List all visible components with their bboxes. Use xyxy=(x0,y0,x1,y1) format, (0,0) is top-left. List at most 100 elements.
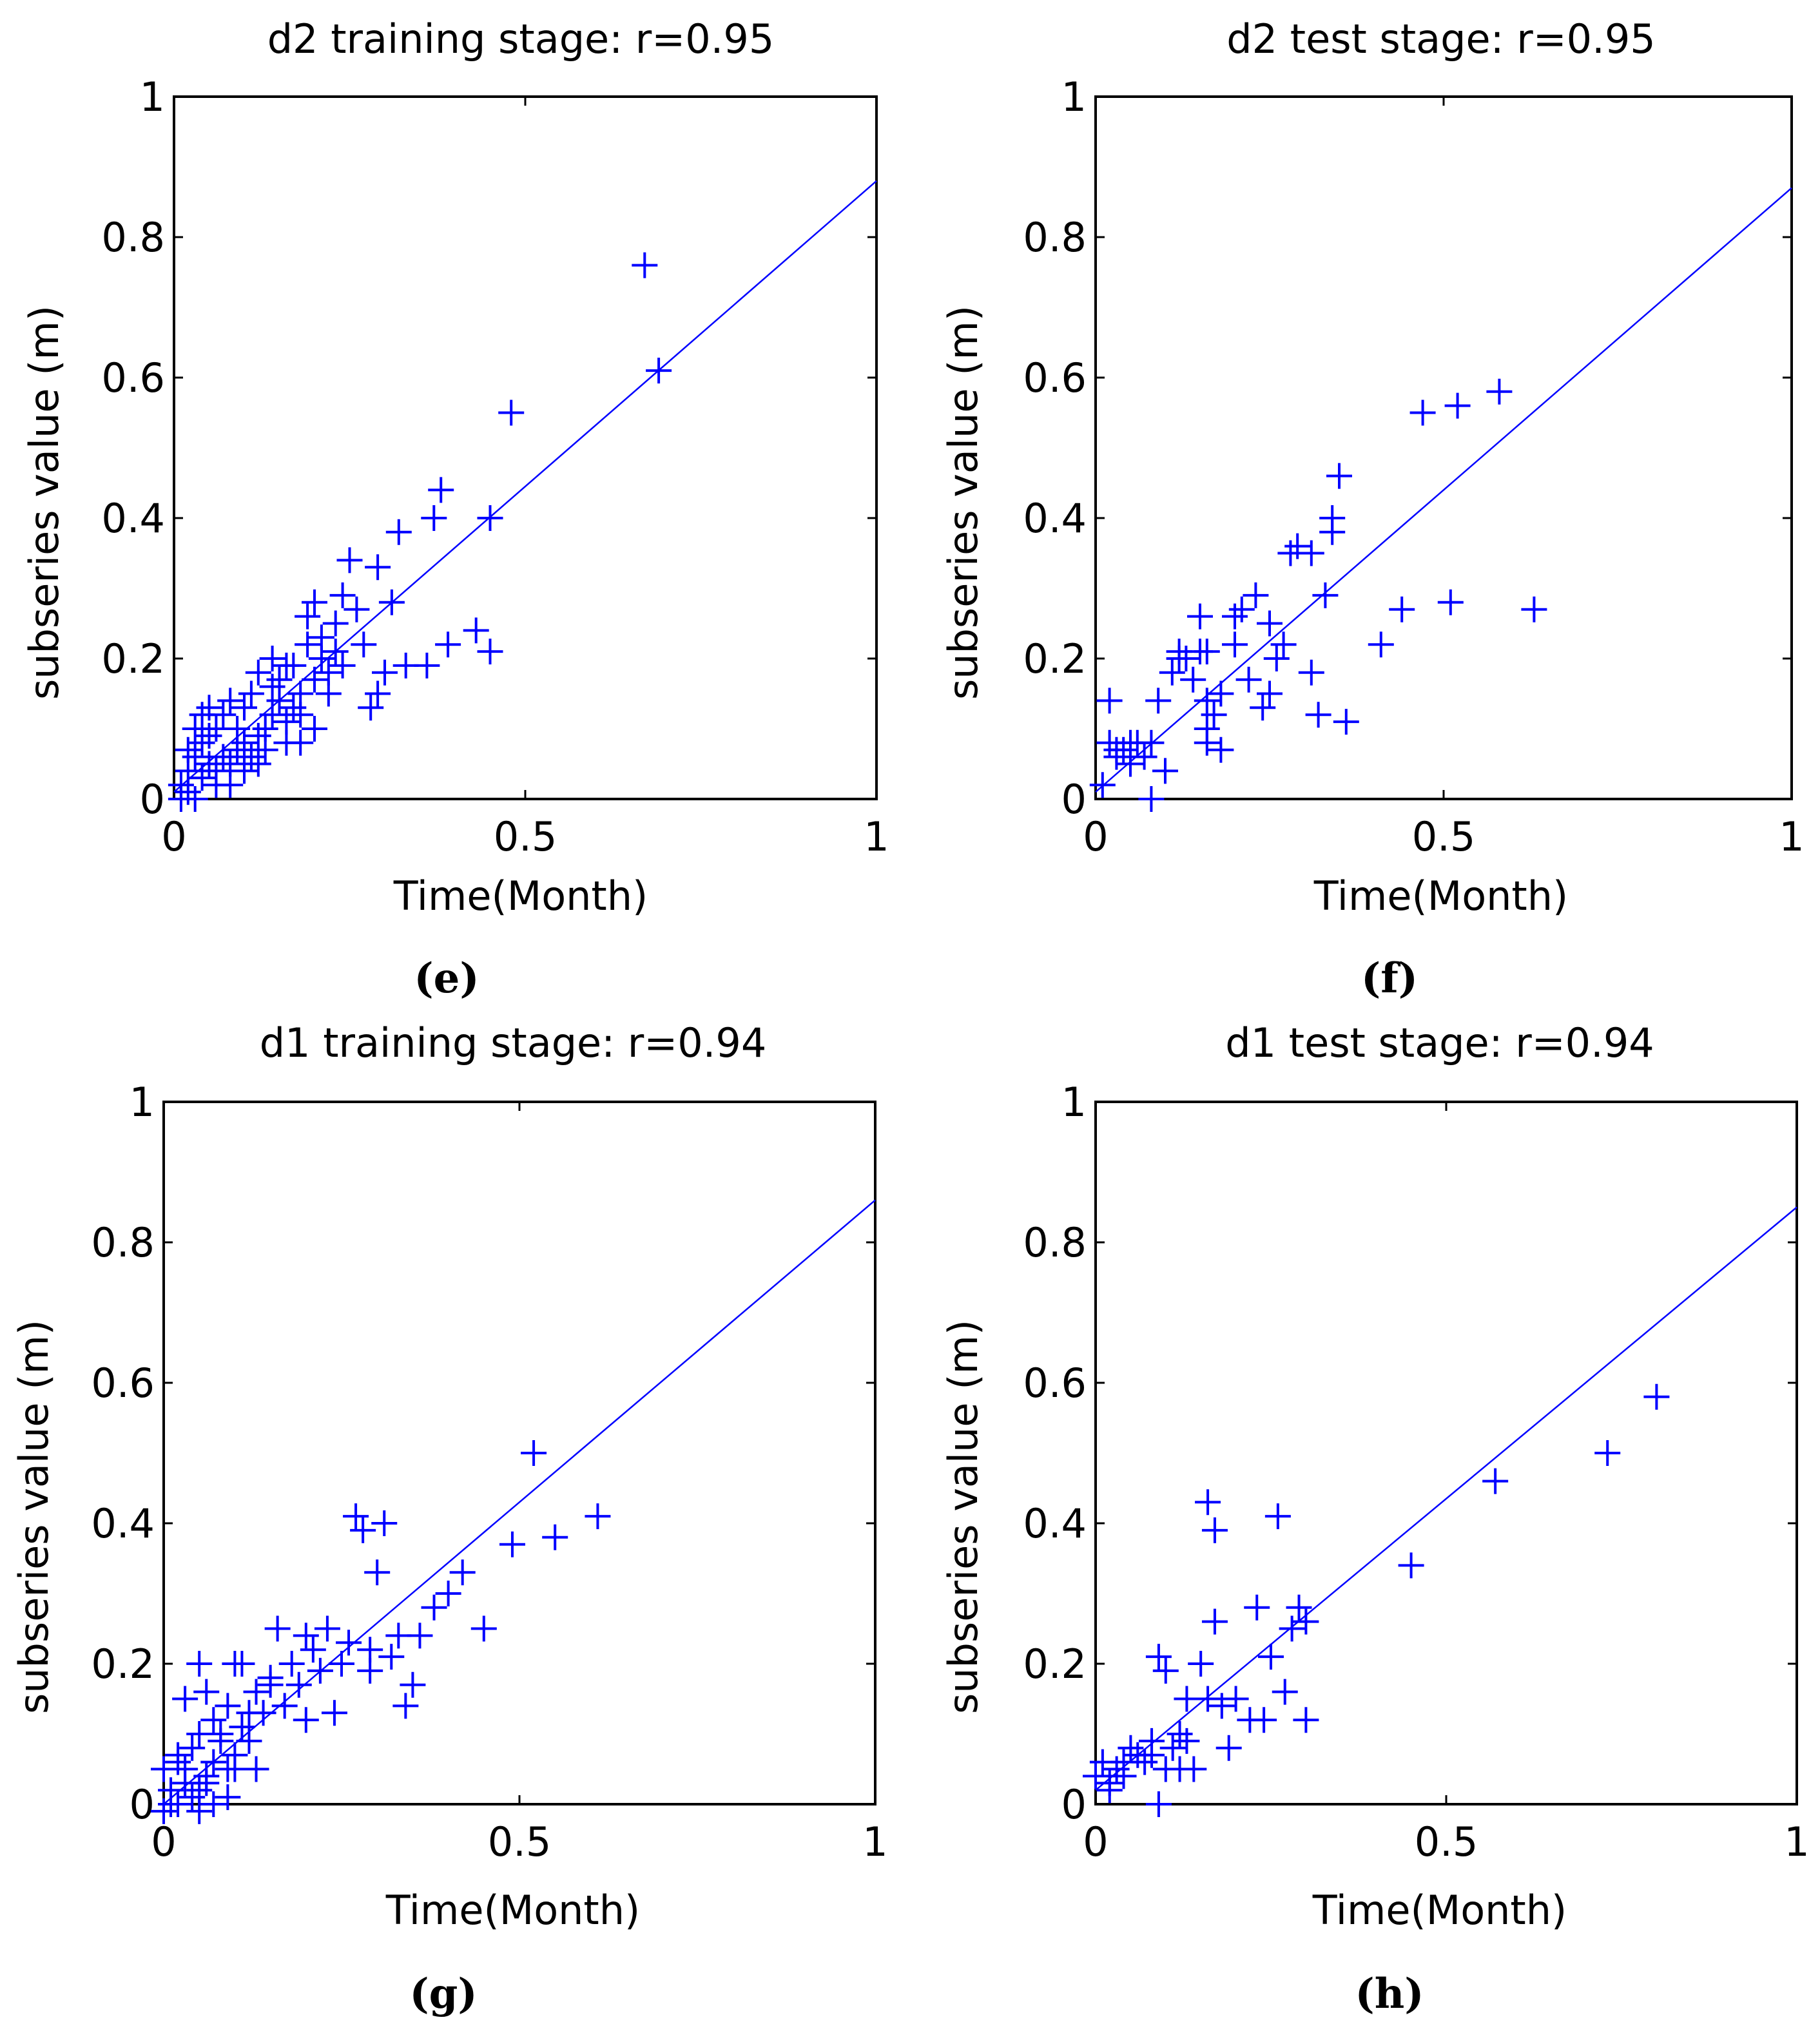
data-point xyxy=(428,477,454,503)
data-point xyxy=(1167,1721,1193,1747)
data-point xyxy=(200,1707,227,1733)
data-point xyxy=(217,772,244,798)
data-point xyxy=(1159,1735,1186,1761)
data-point xyxy=(1152,758,1178,784)
data-point xyxy=(1444,392,1471,419)
data-point xyxy=(1263,646,1290,671)
caption-text: (h) xyxy=(1355,1970,1424,2018)
x-axis-label: Time(Month) xyxy=(385,1887,640,1934)
fit-line xyxy=(173,180,877,793)
data-point xyxy=(1194,639,1220,665)
chart-panel-f: d2 test stage: r=0.95 Time(Month) subser… xyxy=(940,15,1805,1003)
data-point xyxy=(365,554,391,581)
caption-text: (e) xyxy=(414,954,479,1003)
y-tick-label: 0.4 xyxy=(1023,1500,1087,1547)
data-point xyxy=(293,1707,319,1733)
data-point xyxy=(470,1615,497,1642)
data-point xyxy=(1131,744,1157,770)
data-point xyxy=(400,1671,426,1698)
data-point xyxy=(1145,1644,1172,1670)
data-point xyxy=(210,744,237,770)
data-point xyxy=(1228,596,1255,622)
data-point xyxy=(364,1559,391,1586)
data-point xyxy=(302,589,327,615)
data-point xyxy=(646,358,672,384)
data-point xyxy=(499,1531,525,1557)
data-point xyxy=(521,1440,547,1466)
panel-caption: (f) xyxy=(1361,954,1418,1003)
data-point xyxy=(236,1728,262,1754)
data-point xyxy=(1201,702,1227,728)
data-point xyxy=(224,716,251,742)
data-point xyxy=(217,688,244,714)
chart-title: d1 test stage: r=0.94 xyxy=(1225,1019,1654,1066)
x-tick-label: 0 xyxy=(151,1818,176,1865)
data-point xyxy=(1258,1644,1284,1670)
data-point xyxy=(477,505,503,531)
data-point xyxy=(1250,695,1276,721)
y-tick-label: 0.4 xyxy=(91,1500,155,1547)
y-axis-label: subseries value (m) xyxy=(940,1320,987,1714)
data-point xyxy=(1166,639,1192,665)
data-point xyxy=(1194,688,1220,714)
data-point xyxy=(302,666,327,693)
data-point xyxy=(266,666,293,693)
data-point xyxy=(343,1503,369,1530)
data-point xyxy=(182,716,208,742)
data-point xyxy=(1194,729,1220,756)
data-point xyxy=(378,1644,405,1670)
data-point xyxy=(407,1622,433,1649)
data-point xyxy=(585,1503,611,1530)
x-tick-label: 1 xyxy=(864,813,889,860)
data-point xyxy=(245,751,271,777)
data-point xyxy=(1409,400,1436,426)
data-point xyxy=(1188,1651,1214,1677)
data-point xyxy=(1167,1756,1193,1782)
data-point xyxy=(1208,1693,1235,1719)
data-point xyxy=(498,400,525,426)
data-point xyxy=(1437,589,1464,615)
data-point xyxy=(1201,1517,1228,1543)
data-point xyxy=(321,1700,347,1726)
data-point xyxy=(1482,1468,1509,1494)
data-point xyxy=(1222,603,1248,630)
data-point xyxy=(344,596,370,622)
y-tick-label: 0.8 xyxy=(91,1219,155,1266)
data-point xyxy=(329,1651,354,1677)
data-point xyxy=(1215,1735,1242,1761)
y-tick-label: 1 xyxy=(130,1079,155,1126)
x-tick-label: 1 xyxy=(1784,1818,1809,1865)
data-point xyxy=(351,631,377,658)
y-tick-label: 1 xyxy=(140,73,165,120)
y-tick-label: 0.6 xyxy=(1023,1360,1087,1407)
data-point xyxy=(314,1615,340,1642)
data-point xyxy=(1208,680,1234,707)
y-tick-label: 0.4 xyxy=(101,495,165,542)
data-point xyxy=(222,1651,248,1677)
data-point xyxy=(215,1784,241,1811)
data-point xyxy=(1145,688,1172,714)
y-tick-label: 0.2 xyxy=(101,635,165,682)
x-tick-label: 0.5 xyxy=(1412,813,1476,860)
data-point xyxy=(1195,1686,1221,1712)
data-point xyxy=(259,673,286,700)
data-point xyxy=(1284,533,1311,559)
data-point xyxy=(293,1622,319,1649)
y-tick-label: 0.2 xyxy=(1023,635,1087,682)
fit-line xyxy=(163,1199,876,1805)
data-point xyxy=(1243,582,1269,608)
data-point xyxy=(358,695,384,721)
y-tick-label: 0 xyxy=(130,1781,155,1828)
data-point xyxy=(1521,596,1547,622)
data-point xyxy=(1298,659,1324,686)
data-point xyxy=(1235,666,1262,693)
data-point xyxy=(259,646,286,671)
data-point xyxy=(271,1693,298,1719)
data-point xyxy=(295,603,321,630)
chart-panel-g: d1 training stage: r=0.94 Time(Month) su… xyxy=(10,1019,888,2018)
data-point xyxy=(1244,1594,1270,1621)
fit-line xyxy=(1095,1206,1797,1791)
data-point xyxy=(245,659,271,686)
data-point xyxy=(1208,737,1234,763)
